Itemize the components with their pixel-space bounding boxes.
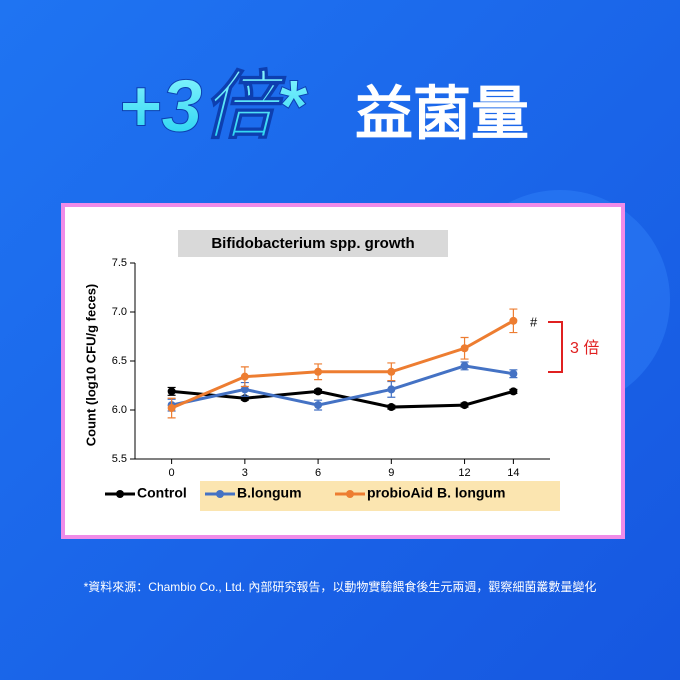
data-point [509, 316, 518, 325]
data-point [387, 367, 396, 376]
legend-swatch [116, 490, 124, 498]
x-tick-label: 14 [507, 467, 519, 479]
bracket [548, 321, 563, 373]
annotation: # [530, 314, 538, 329]
legend-swatch [346, 490, 354, 498]
data-point [314, 367, 323, 376]
y-tick-label: 7.5 [112, 257, 127, 269]
data-point [167, 387, 176, 396]
data-point [314, 387, 323, 396]
data-point [314, 401, 323, 410]
y-tick-label: 7.0 [112, 306, 127, 318]
y-tick-label: 6.5 [112, 355, 127, 367]
footnote: *資料來源：Chambio Co., Ltd. 內部研究報告，以動物實驗餵食後生… [84, 579, 597, 594]
data-point [387, 403, 396, 412]
data-point [509, 369, 518, 378]
x-tick-label: 3 [242, 467, 248, 479]
headline-multiplier: +3倍* [118, 65, 308, 148]
data-point [240, 385, 249, 394]
data-point [387, 385, 396, 394]
data-point [167, 404, 176, 413]
legend-bg [200, 481, 560, 511]
x-tick-label: 0 [169, 467, 175, 479]
chart-title: Bifidobacterium spp. growth [211, 235, 414, 252]
data-point [460, 361, 469, 370]
data-point [240, 372, 249, 381]
headline-text: 益菌量 [355, 81, 529, 146]
legend-swatch [216, 490, 224, 498]
annotation: 3 倍 [570, 339, 599, 357]
x-tick-label: 12 [458, 467, 470, 479]
data-point [460, 344, 469, 353]
legend-label: B.longum [237, 485, 302, 501]
y-tick-label: 5.5 [112, 453, 127, 465]
data-point [509, 387, 518, 396]
legend-label: Control [137, 485, 187, 501]
series-line [171, 364, 514, 407]
title-bg [178, 230, 448, 257]
x-tick-label: 9 [388, 467, 394, 479]
y-axis-label: Count (log10 CFU/g feces) [83, 284, 98, 447]
series-line [171, 389, 514, 409]
legend-label: probioAid B. longum [367, 485, 505, 501]
x-tick-label: 6 [315, 467, 321, 479]
y-tick-label: 6.0 [112, 404, 127, 416]
series-line [171, 319, 515, 410]
data-point [460, 401, 469, 410]
